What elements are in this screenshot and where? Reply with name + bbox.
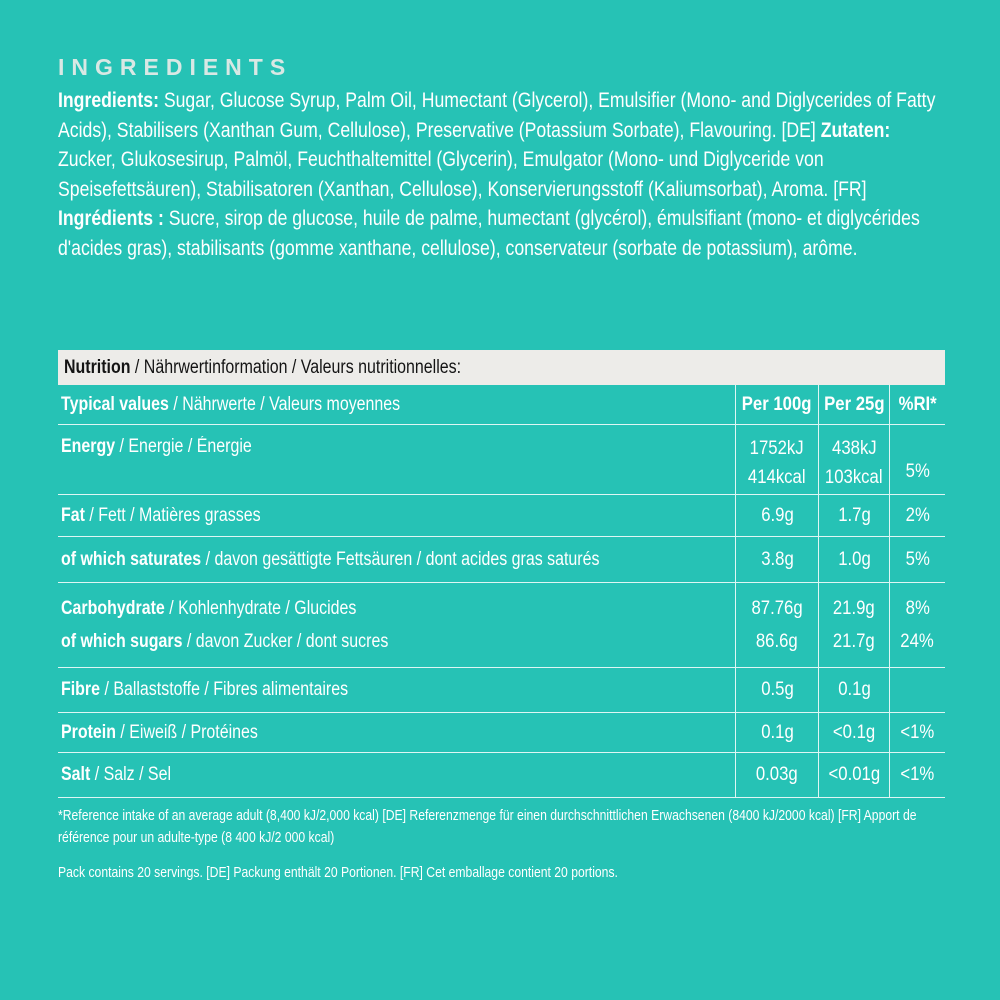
row-carbohydrate-block: Carbohydrate / Kohlenhydrate / Glucides …: [58, 583, 945, 668]
reference-intake-note: *Reference intake of an average adult (8…: [58, 808, 917, 846]
row-energy-rest: / Energie / Énergie: [115, 436, 252, 457]
row-fat-rest: / Fett / Matières grasses: [84, 504, 261, 526]
row-salt-label: Salt / Salz / Sel: [58, 753, 735, 797]
row-carbohydrate-labels: Carbohydrate / Kohlenhydrate / Glucides …: [58, 583, 735, 667]
row-protein-per25g: <0.1g: [818, 713, 889, 752]
row-salt-per25g: <0.01g: [818, 753, 889, 797]
column-header-ri: %RI*: [889, 385, 945, 424]
row-energy-per100g: 1752kJ 414kcal: [735, 425, 818, 494]
typical-values-rest: / Nährwerte / Valeurs moyennes: [168, 393, 401, 415]
row-fibre-ri: [889, 668, 945, 712]
row-fibre-per100g: 0.5g: [735, 668, 818, 712]
energy-per100-kj: 1752kJ: [750, 438, 804, 459]
row-carbohydrate-rest: / Kohlenhydrate / Glucides: [164, 598, 357, 619]
row-protein: Protein / Eiweiß / Protéines 0.1g <0.1g …: [58, 713, 945, 753]
ingredients-label-en: Ingredients:: [58, 89, 159, 112]
row-salt-ri: <1%: [889, 753, 945, 797]
sugars-per100: 86.6g: [756, 631, 798, 652]
row-saturates-rest: / davon gesättigte Fettsäuren / dont aci…: [201, 548, 600, 570]
row-fat-bold: Fat: [61, 504, 85, 526]
row-salt: Salt / Salz / Sel 0.03g <0.01g <1%: [58, 753, 945, 798]
row-protein-bold: Protein: [61, 721, 116, 743]
carbohydrate-per25: 21.9g: [833, 598, 875, 619]
typical-values-bold: Typical values: [61, 393, 169, 415]
footnotes: *Reference intake of an average adult (8…: [58, 806, 943, 885]
ingredients-text-block: Ingredients: Sugar, Glucose Syrup, Palm …: [58, 86, 943, 263]
row-salt-rest: / Salz / Sel: [90, 764, 172, 785]
energy-per25-kcal: 103kcal: [825, 467, 883, 488]
row-protein-label: Protein / Eiweiß / Protéines: [58, 713, 735, 752]
row-saturates-label: of which saturates / davon gesättigte Fe…: [58, 537, 735, 582]
row-saturates: of which saturates / davon gesättigte Fe…: [58, 537, 945, 583]
ingredients-text-de: Zucker, Glukosesirup, Palmöl, Feuchthalt…: [58, 148, 867, 201]
row-salt-per100g: 0.03g: [735, 753, 818, 797]
row-fat-per100g: 6.9g: [735, 495, 818, 536]
column-header-label: Typical values / Nährwerte / Valeurs moy…: [58, 385, 735, 424]
carbohydrate-ri: 8%: [905, 598, 930, 619]
sugars-per25: 21.7g: [833, 631, 875, 652]
row-carbohydrate-per100g: 87.76g 86.6g: [735, 583, 818, 667]
row-fibre: Fibre / Ballaststoffe / Fibres alimentai…: [58, 668, 945, 713]
row-fat-label: Fat / Fett / Matières grasses: [58, 495, 735, 536]
servings-note: Pack contains 20 servings. [DE] Packung …: [58, 865, 618, 881]
nutrition-table-header: Nutrition / Nährwertinformation / Valeur…: [58, 350, 945, 385]
row-carbohydrate-ri: 8% 24%: [889, 583, 945, 667]
row-fibre-bold: Fibre: [61, 679, 101, 700]
column-header-per100g: Per 100g: [735, 385, 818, 424]
row-fibre-per25g: 0.1g: [818, 668, 889, 712]
ingredients-text-fr: Sucre, sirop de glucose, huile de palme,…: [58, 207, 920, 260]
row-energy-bold: Energy: [61, 436, 116, 457]
ingredients-label-fr: Ingrédients :: [58, 207, 164, 230]
row-fat-per25g: 1.7g: [818, 495, 889, 536]
row-fat-ri: 2%: [889, 495, 945, 536]
row-energy: Energy / Energie / Énergie 1752kJ 414kca…: [58, 425, 945, 495]
carbohydrate-per100: 87.76g: [751, 598, 803, 619]
row-energy-label: Energy / Energie / Énergie: [58, 425, 735, 494]
column-header-row: Typical values / Nährwerte / Valeurs moy…: [58, 385, 945, 425]
row-carbohydrate-per25g: 21.9g 21.7g: [818, 583, 889, 667]
row-fibre-label: Fibre / Ballaststoffe / Fibres alimentai…: [58, 668, 735, 712]
row-saturates-ri: 5%: [889, 537, 945, 582]
sugars-ri: 24%: [900, 631, 935, 652]
row-energy-ri: 5%: [889, 425, 945, 494]
nutrition-table: Nutrition / Nährwertinformation / Valeur…: [58, 350, 945, 798]
ingredients-paragraph: Ingredients: Sugar, Glucose Syrup, Palm …: [58, 86, 943, 263]
nutrition-header-bold: Nutrition: [64, 356, 131, 378]
row-sugars-bold: of which sugars: [61, 631, 183, 652]
row-protein-ri: <1%: [889, 713, 945, 752]
energy-per25-kj: 438kJ: [831, 438, 877, 459]
page-title: INGREDIENTS: [58, 54, 293, 80]
row-protein-rest: / Eiweiß / Protéines: [115, 721, 258, 743]
row-fibre-rest: / Ballaststoffe / Fibres alimentaires: [100, 679, 349, 700]
row-energy-per25g: 438kJ 103kcal: [818, 425, 889, 494]
row-salt-bold: Salt: [61, 764, 91, 785]
nutrition-table-header-text: Nutrition / Nährwertinformation / Valeur…: [64, 357, 461, 379]
row-fat: Fat / Fett / Matières grasses 6.9g 1.7g …: [58, 495, 945, 537]
row-saturates-bold: of which saturates: [61, 548, 202, 570]
row-sugars-rest: / davon Zucker / dont sucres: [182, 631, 389, 652]
column-header-per25g: Per 25g: [818, 385, 889, 424]
energy-per100-kcal: 414kcal: [748, 467, 806, 488]
row-saturates-per100g: 3.8g: [735, 537, 818, 582]
nutrition-header-rest: / Nährwertinformation / Valeurs nutritio…: [130, 356, 462, 378]
row-carbohydrate-bold: Carbohydrate: [61, 598, 165, 619]
ingredients-label-de: Zutaten:: [820, 118, 891, 142]
row-protein-per100g: 0.1g: [735, 713, 818, 752]
ingredients-text-en: Sugar, Glucose Syrup, Palm Oil, Humectan…: [58, 89, 936, 142]
row-saturates-per25g: 1.0g: [818, 537, 889, 582]
